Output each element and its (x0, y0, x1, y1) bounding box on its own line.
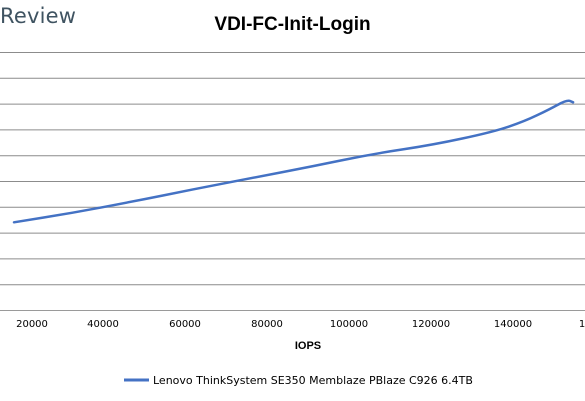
x-tick-label: 60000 (169, 319, 201, 330)
x-tick-label: 20000 (16, 319, 48, 330)
data-point (131, 201, 133, 203)
legend-label: Lenovo ThinkSystem SE350 Memblaze PBlaze… (153, 374, 473, 387)
data-point (252, 177, 254, 179)
series-layer (12, 99, 575, 224)
data-point (312, 165, 314, 167)
x-tick-label: 140000 (494, 319, 532, 330)
x-tick-label: 80000 (251, 319, 283, 330)
series-line (12, 99, 575, 224)
x-tick-label: 40000 (87, 319, 119, 330)
brand-logo-text: Review (0, 4, 77, 28)
x-tick-label: 100000 (330, 319, 368, 330)
gridlines (0, 52, 585, 311)
data-point (572, 101, 574, 103)
data-point (432, 144, 434, 146)
data-point (191, 189, 193, 191)
data-point (566, 99, 568, 101)
chart-title: VDI-FC-Init-Login (214, 14, 371, 35)
x-axis-label: IOPS (295, 340, 321, 352)
data-point (492, 131, 494, 133)
data-point (548, 109, 550, 111)
data-point (13, 221, 15, 223)
x-axis-ticks: 20000 40000 60000 80000 100000 120000 140000 1 (16, 319, 585, 330)
x-tick-label: 1 (579, 319, 585, 330)
data-point (524, 120, 526, 122)
data-point (71, 212, 73, 214)
x-tick-label: 120000 (412, 319, 450, 330)
legend: Lenovo ThinkSystem SE350 Memblaze PBlaze… (124, 374, 473, 387)
data-point (372, 153, 374, 155)
